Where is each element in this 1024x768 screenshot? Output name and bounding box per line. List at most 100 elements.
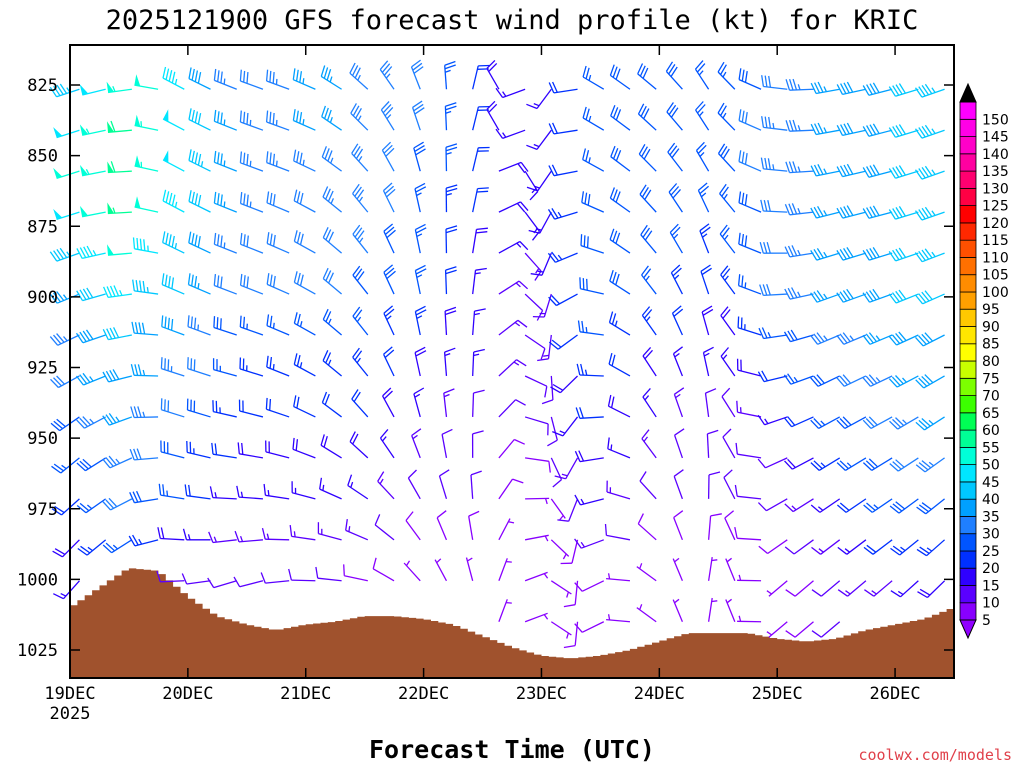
colorbar-swatch [959, 170, 977, 189]
wind-barb [864, 580, 893, 597]
wind-barb [237, 442, 264, 459]
wind-barb [498, 240, 529, 254]
wind-barb [441, 428, 453, 459]
wind-barb [554, 457, 579, 480]
y-tick-label: 975 [27, 500, 58, 520]
wind-barb [667, 142, 683, 172]
wind-barb [699, 223, 711, 254]
wind-barb [836, 205, 867, 219]
colorbar-label: 110 [982, 250, 1009, 266]
wind-barb [53, 208, 80, 221]
wind-barb [265, 397, 290, 418]
wind-barb [810, 374, 840, 387]
wind-barb [524, 416, 549, 436]
wind-barb [160, 440, 185, 459]
colorbar-label: 80 [982, 354, 1000, 370]
wind-barb [785, 78, 814, 91]
wind-barb [436, 510, 448, 541]
wind-barb [524, 571, 549, 582]
wind-barb [321, 391, 342, 418]
colorbar-swatch [959, 136, 977, 155]
colorbar-label: 45 [982, 475, 1000, 491]
wind-barb [498, 478, 524, 500]
wind-barb [317, 522, 342, 541]
wind-barb [785, 119, 814, 132]
plot-frame [69, 44, 955, 679]
wind-barb [528, 211, 552, 234]
wind-barb [672, 557, 684, 582]
y-tick-label: 925 [27, 359, 58, 379]
wind-barb [131, 321, 159, 336]
wind-barb [102, 413, 133, 426]
colorbar-swatch [959, 516, 977, 535]
wind-barb [889, 498, 919, 514]
wind-barb [50, 375, 80, 389]
colorbar-label: 150 [982, 112, 1009, 128]
colorbar-swatch [959, 239, 977, 258]
colorbar-swatch [959, 481, 977, 500]
wind-barb [322, 267, 343, 295]
wind-barb [836, 374, 867, 387]
wind-barb [444, 266, 457, 295]
wind-barb [576, 363, 604, 377]
wind-barb [79, 84, 106, 96]
wind-barb [761, 75, 788, 90]
wind-barb [352, 265, 369, 295]
wind-barb [637, 103, 657, 131]
wind-barb [890, 539, 919, 556]
colorbar-swatch [959, 187, 977, 207]
wind-barb [697, 182, 710, 213]
x-tick-label: 24DEC [634, 684, 685, 704]
wind-barb [266, 355, 290, 377]
wind-barb [349, 62, 369, 90]
wind-barb [526, 170, 552, 192]
wind-barb [784, 203, 814, 216]
colorbar-label: 135 [982, 164, 1009, 180]
wind-barb [160, 398, 185, 418]
wind-barb [915, 374, 945, 389]
wind-barb [738, 150, 762, 172]
wind-barb [288, 568, 316, 582]
wind-barb [810, 164, 840, 177]
wind-barb [725, 557, 736, 582]
wind-barb [443, 347, 456, 377]
wind-barb [468, 510, 480, 540]
y-tick-label: 900 [27, 288, 58, 308]
wind-barb [188, 231, 211, 254]
x-axis-year-label: 2025 [50, 704, 91, 724]
wind-barb [382, 387, 395, 418]
wind-barb [162, 231, 185, 254]
wind-barb [759, 283, 788, 297]
wind-barb [343, 564, 368, 582]
wind-barb [495, 128, 526, 140]
wind-barb [443, 388, 455, 418]
wind-barb [671, 305, 684, 336]
wind-barb [530, 252, 552, 276]
wind-barb [498, 280, 529, 295]
wind-barb [811, 580, 841, 597]
wind-barb [472, 227, 488, 254]
x-tick-label: 22DEC [398, 684, 449, 704]
wind-barb [239, 315, 264, 336]
wind-barb [434, 558, 448, 582]
wind-barb [188, 108, 211, 131]
wind-barb [472, 308, 486, 336]
wind-barb [582, 148, 605, 172]
wind-barb [785, 580, 814, 597]
wind-barb [293, 149, 316, 172]
wind-barb [156, 570, 185, 583]
wind-barb [238, 399, 264, 418]
wind-barb [548, 122, 578, 135]
wind-barb [532, 293, 552, 318]
colorbar-label: 10 [982, 596, 1000, 612]
wind-barb [550, 621, 572, 639]
wind-barb [239, 110, 264, 131]
wind-barb [889, 416, 919, 430]
wind-barb [383, 264, 396, 295]
colorbar-label: 50 [982, 458, 1000, 474]
wind-barb [498, 558, 512, 582]
wind-barb [524, 375, 548, 398]
wind-barb [862, 82, 893, 96]
wind-barb [162, 66, 185, 90]
colorbar-label: 105 [982, 268, 1009, 284]
